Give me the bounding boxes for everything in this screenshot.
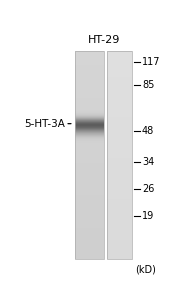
Text: (kD): (kD): [135, 264, 156, 274]
Text: 48: 48: [142, 126, 154, 136]
Text: 26: 26: [142, 184, 154, 194]
Text: 117: 117: [142, 57, 160, 68]
Text: 85: 85: [142, 80, 154, 90]
Bar: [107, 51, 132, 259]
Bar: [75, 51, 105, 259]
Text: 5-HT-3A: 5-HT-3A: [24, 119, 65, 129]
Text: 19: 19: [142, 211, 154, 221]
Text: HT-29: HT-29: [87, 35, 120, 45]
Text: 34: 34: [142, 157, 154, 167]
